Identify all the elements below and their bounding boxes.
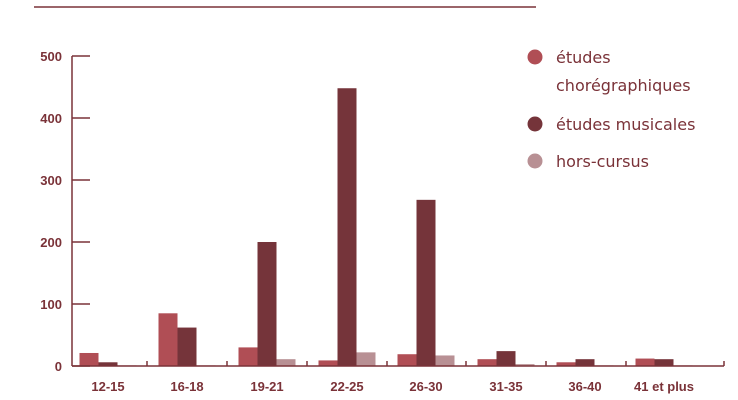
legend: études chorégraphiques études musicales hor…: [527, 48, 695, 171]
x-tick-label-26-30: 26-30: [409, 379, 442, 394]
bar-musical-41-et-plus: [654, 359, 674, 366]
y-tick-label-400: 400: [40, 111, 62, 126]
bar-musical-19-21: [257, 242, 277, 366]
bar-choreo-31-35: [477, 359, 497, 366]
bar-choreo-26-30: [397, 354, 417, 366]
legend-swatch-1: [527, 49, 543, 65]
legend-label-1: études chorégraphiques: [556, 48, 691, 95]
bar-musical-31-35: [496, 351, 516, 366]
legend-label-3: hors-cursus: [556, 152, 649, 171]
x-tick-label-19-21: 19-21: [250, 379, 283, 394]
y-tick-label-200: 200: [40, 235, 62, 250]
x-tick-label-22-25: 22-25: [330, 379, 363, 394]
bar-musical-16-18: [177, 327, 197, 366]
bar-hors-26-30: [435, 355, 455, 366]
bar-choreo-22-25: [318, 360, 338, 366]
legend-swatch-2: [527, 116, 543, 132]
x-tick-label-36-40: 36-40: [568, 379, 601, 394]
x-tick-label-16-18: 16-18: [170, 379, 203, 394]
y-tick-label-0: 0: [55, 359, 62, 374]
bar-choreo-16-18: [158, 313, 178, 366]
legend-label-2: études musicales: [556, 115, 695, 134]
axes-group: 0 100 200 300 400 500 12-15 16-18 19-21 22-25 26-3…: [40, 49, 725, 394]
bar-hors-19-21: [276, 359, 296, 366]
y-tick-label-500: 500: [40, 49, 62, 64]
bar-musical-26-30: [416, 199, 436, 366]
bar-musical-12-15: [98, 362, 118, 366]
bar-choreo-12-15: [79, 352, 99, 366]
bar-choreo-41-et-plus: [635, 358, 655, 366]
bars-group: [79, 88, 693, 367]
bar-choreo-36-40: [556, 362, 576, 366]
bar-choreo-19-21: [238, 347, 258, 366]
x-tick-label-41-et-plus: 41 et plus: [634, 379, 694, 394]
y-tick-label-100: 100: [40, 297, 62, 312]
x-tick-label-12-15: 12-15: [91, 379, 124, 394]
bar-musical-36-40: [575, 359, 595, 366]
bar-musical-22-25: [337, 88, 357, 367]
x-tick-label-31-35: 31-35: [489, 379, 522, 394]
bar-hors-22-25: [356, 352, 376, 366]
bar-hors-31-35: [515, 364, 535, 366]
y-tick-label-300: 300: [40, 173, 62, 188]
legend-swatch-3: [527, 153, 543, 169]
